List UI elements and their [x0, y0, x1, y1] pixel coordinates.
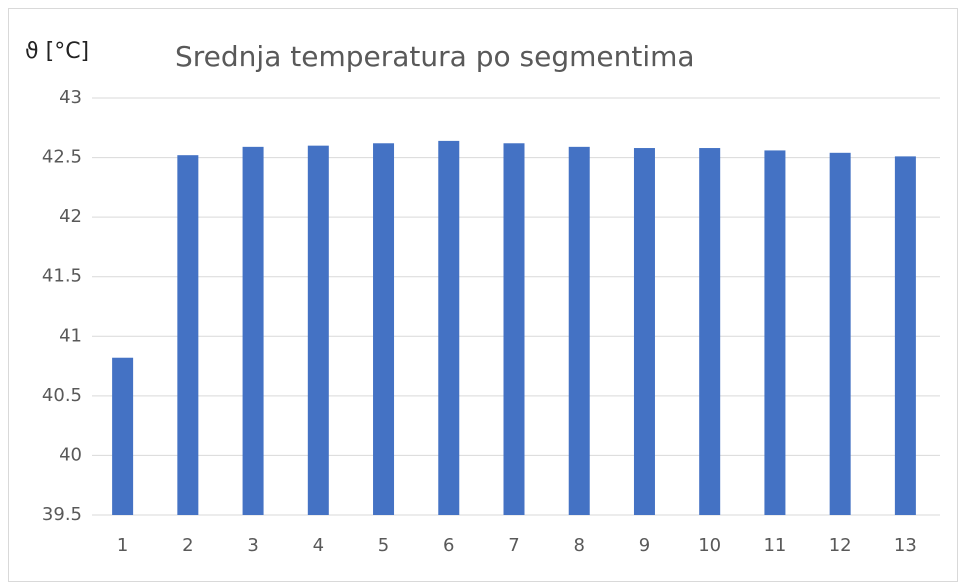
- bar: [699, 148, 721, 516]
- x-tick-label: 7: [508, 535, 519, 556]
- x-tick-label: 6: [443, 535, 454, 556]
- y-axis-label: ϑ [°C]: [25, 39, 89, 64]
- bar: [242, 146, 264, 515]
- bar: [633, 148, 655, 516]
- y-tick-label: 40: [59, 444, 82, 465]
- x-tick-label: 12: [829, 535, 852, 556]
- bar: [894, 156, 916, 515]
- x-tick-label: 1: [117, 535, 128, 556]
- bar: [307, 145, 329, 515]
- x-tick-label: 4: [313, 535, 324, 556]
- bar: [503, 143, 525, 515]
- x-tick-label: 9: [639, 535, 650, 556]
- x-tick-label: 5: [378, 535, 389, 556]
- y-tick-label: 42.5: [42, 147, 82, 168]
- x-tick-label: 3: [247, 535, 258, 556]
- x-tick-label: 13: [894, 535, 917, 556]
- y-tick-label: 41.5: [42, 266, 82, 287]
- bar: [829, 152, 851, 515]
- bar: [568, 146, 590, 515]
- chart-title: Srednja temperatura po segmentima: [175, 40, 695, 73]
- y-tick-label: 41: [59, 325, 82, 346]
- x-tick-label: 11: [763, 535, 786, 556]
- bar: [373, 143, 395, 515]
- bar: [438, 140, 460, 516]
- chart-frame: [8, 8, 958, 582]
- x-tick-label: 2: [182, 535, 193, 556]
- bar: [177, 155, 199, 515]
- y-tick-label: 43: [59, 87, 82, 108]
- x-tick-label: 10: [698, 535, 721, 556]
- bar: [764, 150, 786, 515]
- bar: [112, 357, 134, 515]
- x-tick-label: 8: [574, 535, 585, 556]
- y-tick-label: 39.5: [42, 504, 82, 525]
- y-tick-label: 42: [59, 206, 82, 227]
- y-tick-label: 40.5: [42, 385, 82, 406]
